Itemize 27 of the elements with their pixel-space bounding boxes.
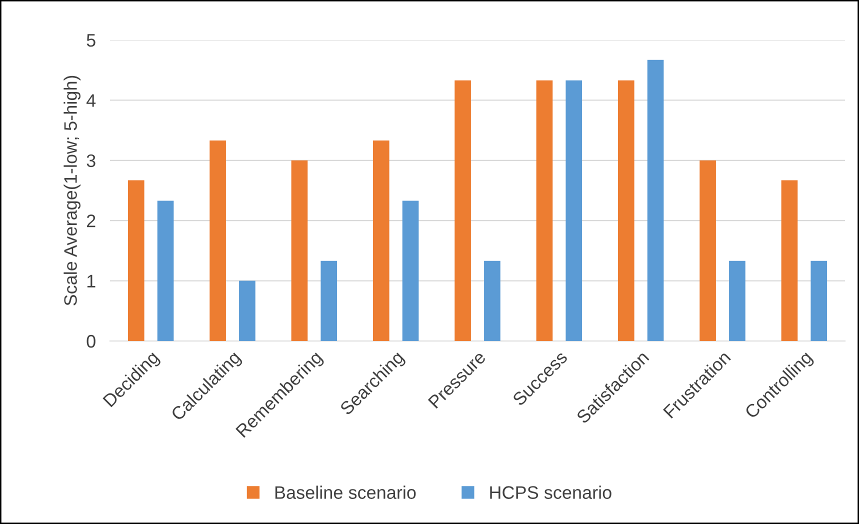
bar [566,80,582,341]
bar [239,280,256,341]
legend-label: HCPS scenario [490,486,612,499]
bar [291,160,308,341]
legend-label: Baseline scenario [275,486,416,499]
bar [157,200,174,341]
bar [320,260,338,341]
y-tick-label: 2 [86,214,96,228]
bar [618,80,634,341]
y-tick-label: 4 [86,94,96,107]
bar [372,140,390,341]
bar [402,200,419,341]
bar [210,140,226,341]
bar [810,260,828,341]
bar [454,80,471,341]
bar [781,180,798,341]
bar [700,160,716,341]
bar [536,80,553,341]
y-tick-label: 3 [86,154,96,168]
bar [484,260,500,341]
y-tick-label: 5 [86,34,96,47]
y-tick-label: 0 [86,334,96,348]
bar [729,260,746,341]
bar [128,180,144,341]
y-axis-title: Scale Average(1-low; 5-high) [64,76,81,306]
y-tick-label: 1 [87,274,96,288]
bar [647,60,664,341]
